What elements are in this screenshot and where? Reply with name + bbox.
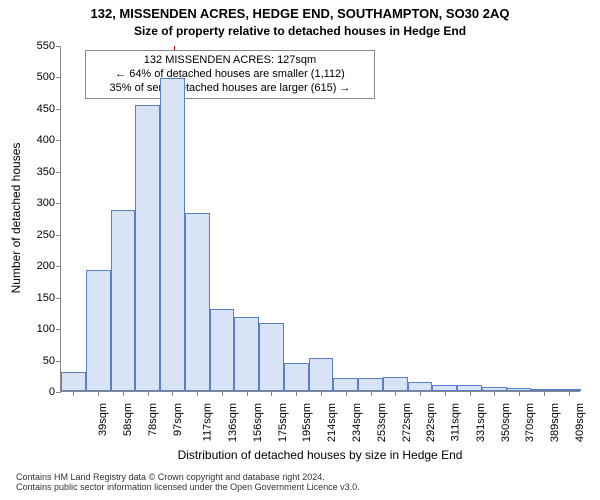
histogram-bar xyxy=(185,213,210,391)
footer-attribution: Contains HM Land Registry data © Crown c… xyxy=(16,472,600,492)
xtick-mark xyxy=(420,391,421,396)
histogram-bar xyxy=(160,78,185,391)
annotation-box: 132 MISSENDEN ACRES: 127sqm ← 64% of det… xyxy=(85,50,375,99)
annotation-line-3: 35% of semi-detached houses are larger (… xyxy=(89,82,371,96)
ytick-label: 400 xyxy=(37,134,61,146)
ytick-label: 50 xyxy=(43,355,61,367)
ytick-label: 150 xyxy=(37,292,61,304)
xtick-label: 78sqm xyxy=(147,403,159,436)
xtick-label: 292sqm xyxy=(425,403,437,442)
xtick-label: 117sqm xyxy=(202,403,214,441)
histogram-bar xyxy=(86,270,111,391)
xtick-mark xyxy=(247,391,248,396)
histogram-bar xyxy=(234,317,259,391)
xtick-mark xyxy=(172,391,173,396)
histogram-bar xyxy=(309,358,334,391)
chart-title-main: 132, MISSENDEN ACRES, HEDGE END, SOUTHAM… xyxy=(0,6,600,21)
annotation-line-1: 132 MISSENDEN ACRES: 127sqm xyxy=(89,54,371,68)
ytick-label: 300 xyxy=(37,197,61,209)
xtick-mark xyxy=(222,391,223,396)
histogram-bar xyxy=(333,378,358,391)
xtick-label: 389sqm xyxy=(549,403,561,442)
histogram-bar xyxy=(358,378,383,391)
xtick-mark xyxy=(346,391,347,396)
xtick-mark xyxy=(569,391,570,396)
xtick-mark xyxy=(321,391,322,396)
xtick-label: 136sqm xyxy=(227,403,239,442)
chart-container: 132, MISSENDEN ACRES, HEDGE END, SOUTHAM… xyxy=(0,0,600,500)
footer-line-1: Contains HM Land Registry data © Crown c… xyxy=(16,472,600,482)
annotation-line-2: ← 64% of detached houses are smaller (1,… xyxy=(89,68,371,82)
chart-title-sub: Size of property relative to detached ho… xyxy=(0,24,600,38)
xtick-mark xyxy=(271,391,272,396)
ytick-label: 0 xyxy=(49,386,61,398)
plot-area: 132 MISSENDEN ACRES: 127sqm ← 64% of det… xyxy=(60,46,580,392)
ytick-label: 350 xyxy=(37,166,61,178)
histogram-bar xyxy=(259,323,284,391)
xtick-mark xyxy=(519,391,520,396)
ytick-label: 200 xyxy=(37,260,61,272)
xtick-label: 331sqm xyxy=(475,403,487,442)
xtick-label: 234sqm xyxy=(351,403,363,442)
xtick-mark xyxy=(445,391,446,396)
xtick-label: 272sqm xyxy=(401,403,413,442)
xtick-label: 214sqm xyxy=(326,403,338,442)
xtick-mark xyxy=(123,391,124,396)
xtick-mark xyxy=(371,391,372,396)
ytick-label: 250 xyxy=(37,229,61,241)
histogram-bar xyxy=(111,210,136,391)
xtick-label: 350sqm xyxy=(500,403,512,442)
xtick-label: 253sqm xyxy=(376,403,388,442)
ytick-label: 450 xyxy=(37,103,61,115)
xtick-mark xyxy=(296,391,297,396)
xtick-label: 370sqm xyxy=(524,403,536,442)
xtick-mark xyxy=(98,391,99,396)
xtick-label: 97sqm xyxy=(172,403,184,436)
histogram-bar xyxy=(135,105,160,391)
footer-line-2: Contains public sector information licen… xyxy=(16,482,600,492)
xtick-mark xyxy=(544,391,545,396)
xtick-label: 409sqm xyxy=(574,403,586,442)
xtick-mark xyxy=(197,391,198,396)
histogram-bar xyxy=(383,377,408,391)
xtick-label: 58sqm xyxy=(122,403,134,436)
histogram-bar xyxy=(61,372,86,391)
y-axis-label: Number of detached houses xyxy=(9,118,23,318)
xtick-mark xyxy=(148,391,149,396)
histogram-bar xyxy=(210,309,235,391)
xtick-mark xyxy=(470,391,471,396)
ytick-label: 100 xyxy=(37,323,61,335)
xtick-label: 195sqm xyxy=(302,403,314,442)
xtick-mark xyxy=(73,391,74,396)
histogram-bar xyxy=(408,382,433,391)
xtick-label: 156sqm xyxy=(252,403,264,442)
xtick-label: 39sqm xyxy=(97,403,109,436)
x-axis-label: Distribution of detached houses by size … xyxy=(60,448,580,462)
ytick-label: 550 xyxy=(37,40,61,52)
xtick-label: 175sqm xyxy=(277,403,289,442)
histogram-bar xyxy=(284,363,309,391)
xtick-mark xyxy=(494,391,495,396)
xtick-mark xyxy=(395,391,396,396)
xtick-label: 311sqm xyxy=(449,403,461,441)
ytick-label: 500 xyxy=(37,71,61,83)
